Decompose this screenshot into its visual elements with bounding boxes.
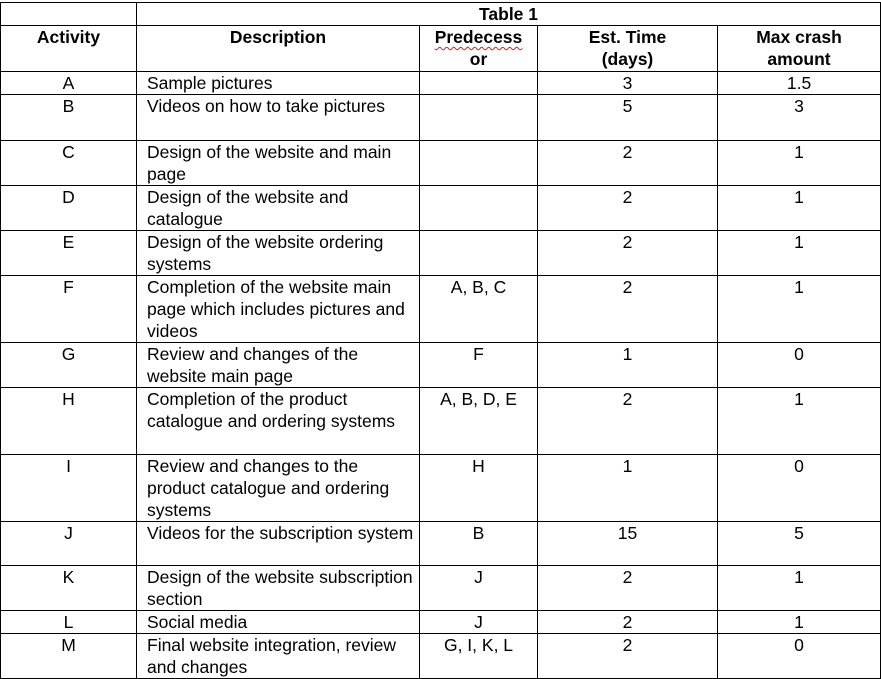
activity-cell: D [0, 185, 137, 231]
table-row: A Sample pictures 3 1.5 [0, 71, 881, 95]
description-cell: Sample pictures [136, 71, 420, 95]
header-predecessor-part1: Predecess [434, 27, 523, 47]
description-cell: Review and changes of the website main p… [136, 342, 420, 388]
predecessor-cell: H [419, 454, 538, 522]
header-description: Description [136, 25, 420, 72]
description-cell: Completion of the website main page whic… [136, 275, 420, 343]
activity-cell: H [0, 387, 137, 455]
header-max-crash: Max crash amount [716, 25, 881, 72]
table-row: H Completion of the product catalogue and… [0, 387, 881, 455]
title-row: Table 1 [0, 2, 881, 26]
header-predecessor-part2: or [469, 49, 488, 69]
max-crash-cell: 1 [716, 387, 881, 455]
est-time-cell: 2 [537, 140, 718, 186]
description-cell: Final website integration, review and ch… [136, 633, 420, 679]
description-cell: Design of the website and catalogue [136, 185, 420, 231]
activity-cell: M [0, 633, 137, 679]
activity-cell: C [0, 140, 137, 186]
est-time-cell: 1 [537, 454, 718, 522]
max-crash-cell: 1.5 [716, 71, 881, 95]
max-crash-cell: 1 [716, 185, 881, 231]
header-est-time: Est. Time (days) [537, 25, 718, 72]
table-row: F Completion of the website main page whi… [0, 275, 881, 343]
activity-cell: J [0, 521, 137, 566]
max-crash-cell: 3 [716, 94, 881, 141]
table-row: I Review and changes to the product catal… [0, 454, 881, 522]
activity-cell: I [0, 454, 137, 522]
predecessor-cell: J [419, 565, 538, 611]
est-time-cell: 15 [537, 521, 718, 566]
activity-cell: K [0, 565, 137, 611]
activity-cell: G [0, 342, 137, 388]
description-cell: Design of the website ordering systems [136, 230, 420, 276]
table-row: C Design of the website and main page 2 1 [0, 140, 881, 186]
description-cell: Social media [136, 610, 420, 634]
table-row: B Videos on how to take pictures 5 3 [0, 94, 881, 141]
predecessor-cell: A, B, D, E [419, 387, 538, 455]
est-time-cell: 2 [537, 275, 718, 343]
activity-cell: A [0, 71, 137, 95]
activity-cell: E [0, 230, 137, 276]
predecessor-cell [419, 140, 538, 186]
est-time-cell: 2 [537, 610, 718, 634]
header-activity: Activity [0, 25, 137, 72]
description-cell: Design of the website subscription secti… [136, 565, 420, 611]
description-cell: Review and changes to the product catalo… [136, 454, 420, 522]
description-cell: Videos on how to take pictures [136, 94, 420, 141]
description-cell: Design of the website and main page [136, 140, 420, 186]
table-title: Table 1 [135, 2, 881, 26]
header-row: Activity Description Predecess or Est. Ti… [0, 25, 881, 72]
est-time-cell: 5 [537, 94, 718, 141]
max-crash-cell: 0 [716, 342, 881, 388]
max-crash-cell: 1 [716, 275, 881, 343]
table-row: E Design of the website ordering systems 2… [0, 230, 881, 276]
table-row: K Design of the website subscription sect… [0, 565, 881, 611]
max-crash-cell: 1 [716, 230, 881, 276]
max-crash-cell: 1 [716, 610, 881, 634]
predecessor-cell: F [419, 342, 538, 388]
est-time-cell: 3 [537, 71, 718, 95]
predecessor-cell [419, 71, 538, 95]
table-row: D Design of the website and catalogue 2 1 [0, 185, 881, 231]
table-row: L Social media J 2 1 [0, 610, 881, 634]
predecessor-cell [419, 94, 538, 141]
predecessor-cell: B [419, 521, 538, 566]
est-time-cell: 1 [537, 342, 718, 388]
est-time-cell: 2 [537, 633, 718, 679]
activity-cell: B [0, 94, 137, 141]
est-time-cell: 2 [537, 185, 718, 231]
description-cell: Videos for the subscription system [136, 521, 420, 566]
est-time-cell: 2 [537, 387, 718, 455]
title-blank-cell [0, 2, 137, 26]
table-row: J Videos for the subscription system B 15 5 [0, 521, 881, 566]
predecessor-cell [419, 185, 538, 231]
table-row: M Final website integration, review and c… [0, 633, 881, 679]
est-time-cell: 2 [537, 230, 718, 276]
max-crash-cell: 0 [716, 454, 881, 522]
predecessor-cell: A, B, C [419, 275, 538, 343]
predecessor-cell: J [419, 610, 538, 634]
predecessor-cell: G, I, K, L [419, 633, 538, 679]
max-crash-cell: 1 [716, 565, 881, 611]
activity-cell: F [0, 275, 137, 343]
max-crash-cell: 0 [716, 633, 881, 679]
max-crash-cell: 5 [716, 521, 881, 566]
table-row: G Review and changes of the website main … [0, 342, 881, 388]
est-time-cell: 2 [537, 565, 718, 611]
description-cell: Completion of the product catalogue and … [136, 387, 420, 455]
max-crash-cell: 1 [716, 140, 881, 186]
predecessor-cell [419, 230, 538, 276]
activity-cell: L [0, 610, 137, 634]
header-predecessor: Predecess or [419, 25, 538, 72]
